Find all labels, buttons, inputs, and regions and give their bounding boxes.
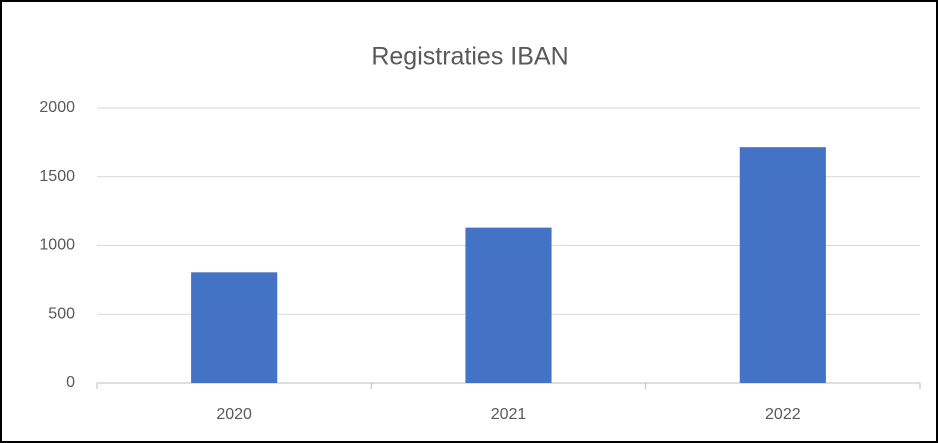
y-tick-label: 2000 — [39, 99, 75, 116]
bar — [191, 272, 278, 383]
x-tick-label: 2020 — [216, 406, 252, 423]
y-tick-label: 1500 — [39, 168, 75, 185]
bar — [739, 147, 826, 383]
x-tick-label: 2022 — [765, 406, 801, 423]
y-tick-label: 500 — [48, 305, 75, 322]
y-tick-label: 1000 — [39, 237, 75, 254]
y-tick-label: 0 — [66, 374, 75, 391]
x-tick-label: 2021 — [491, 406, 527, 423]
chart-title: Registraties IBAN — [371, 43, 568, 71]
bar — [465, 227, 552, 383]
